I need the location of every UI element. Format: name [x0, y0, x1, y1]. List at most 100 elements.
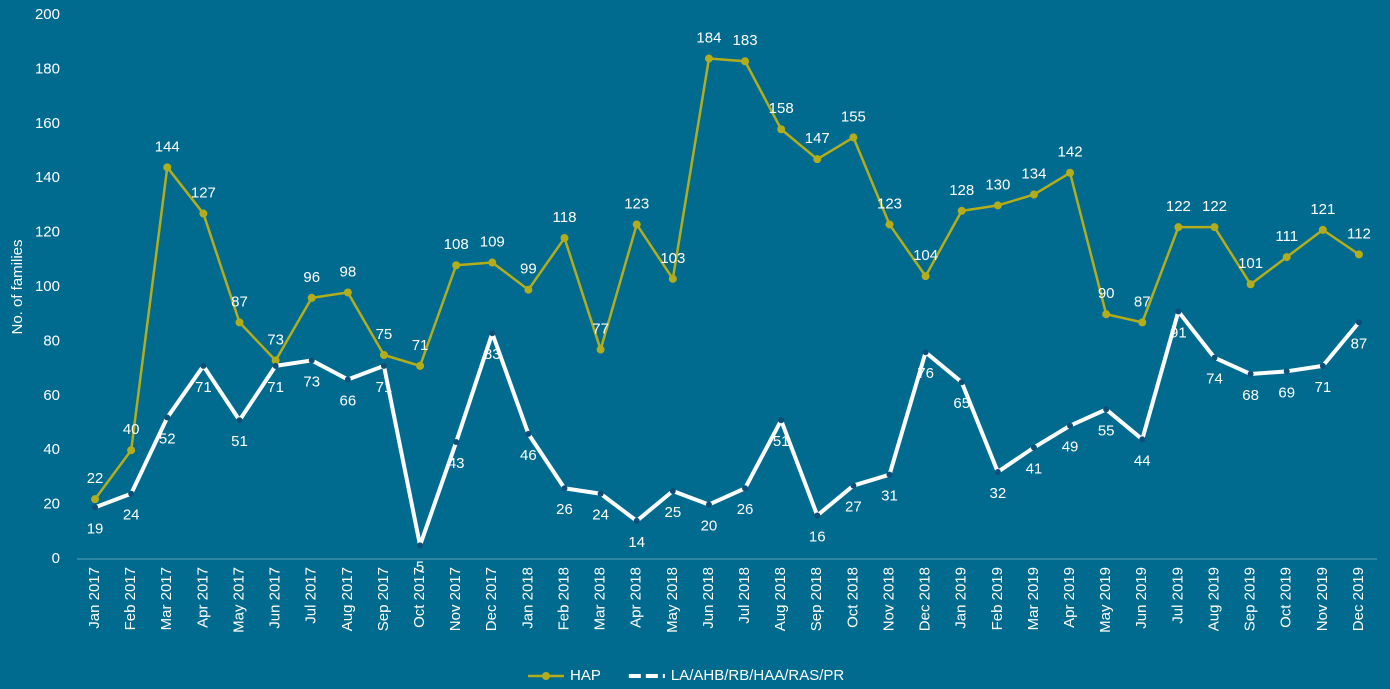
point — [1210, 223, 1219, 232]
data-label: 73 — [303, 373, 320, 390]
point — [560, 234, 569, 243]
x-tick-label: May 2018 — [664, 567, 681, 633]
data-label: 49 — [1062, 439, 1079, 456]
data-label: 44 — [1134, 452, 1151, 469]
data-label: 26 — [737, 501, 754, 518]
point — [164, 414, 171, 421]
point — [1174, 223, 1183, 232]
point — [814, 512, 821, 519]
x-tick-label: Apr 2017 — [194, 567, 211, 628]
data-label: 122 — [1166, 198, 1191, 215]
point — [1139, 436, 1146, 443]
y-tick-label: 200 — [35, 6, 60, 23]
data-label: 40 — [123, 421, 140, 438]
point — [633, 517, 640, 524]
y-tick-label: 80 — [43, 332, 60, 349]
point — [778, 417, 785, 424]
x-tick-label: Feb 2017 — [122, 567, 139, 630]
data-label: 66 — [339, 392, 356, 409]
point — [1246, 280, 1255, 289]
y-tick-label: 60 — [43, 387, 60, 404]
data-label: 74 — [1206, 371, 1223, 388]
x-tick-label: Mar 2018 — [592, 567, 609, 630]
x-tick-label: Jun 2017 — [267, 567, 284, 629]
y-axis-label: No. of families — [9, 239, 26, 334]
data-label: 65 — [953, 395, 970, 412]
data-label: 27 — [845, 499, 862, 516]
point — [1211, 354, 1218, 361]
data-label: 104 — [913, 247, 938, 264]
x-tick-label: Mar 2017 — [158, 567, 175, 630]
data-label: 112 — [1347, 225, 1371, 242]
point — [128, 490, 135, 497]
data-label: 108 — [444, 236, 469, 253]
data-label: 25 — [664, 504, 681, 521]
point — [777, 125, 786, 134]
point — [235, 318, 244, 327]
data-label: 69 — [1278, 384, 1295, 401]
x-tick-label: Nov 2019 — [1314, 567, 1331, 631]
x-tick-label: Sep 2019 — [1242, 567, 1259, 631]
x-tick-label: Jul 2018 — [736, 567, 753, 624]
data-label: 51 — [231, 433, 248, 450]
legend-label: LA/AHB/RB/HAA/RAS/PR — [671, 667, 845, 684]
data-label: 118 — [553, 209, 577, 226]
point — [524, 285, 533, 294]
y-tick-label: 20 — [43, 496, 60, 513]
x-tick-label: Oct 2017 — [411, 567, 428, 628]
y-tick-label: 40 — [43, 441, 60, 458]
data-label: 24 — [592, 507, 609, 524]
x-tick-label: Nov 2017 — [447, 567, 464, 631]
point — [91, 495, 100, 504]
point — [561, 485, 568, 492]
x-tick-label: Aug 2017 — [339, 567, 356, 631]
x-tick-label: Sep 2018 — [808, 567, 825, 631]
point — [993, 201, 1002, 210]
data-label: 71 — [195, 379, 212, 396]
point — [343, 288, 352, 297]
point — [1318, 225, 1327, 234]
point — [921, 272, 930, 281]
data-label: 90 — [1098, 285, 1115, 302]
x-tick-label: Dec 2018 — [917, 567, 934, 631]
x-tick-label: Jul 2019 — [1169, 567, 1186, 624]
point — [236, 417, 243, 424]
x-tick-label: Jul 2017 — [303, 567, 320, 624]
x-tick-label: Feb 2019 — [989, 567, 1006, 630]
point — [850, 482, 857, 489]
data-label: 19 — [87, 520, 104, 537]
data-label: 111 — [1275, 228, 1298, 245]
point — [596, 345, 605, 354]
point — [957, 206, 966, 215]
x-tick-label: Apr 2019 — [1061, 567, 1078, 628]
point — [416, 361, 425, 370]
point — [452, 261, 461, 270]
point — [271, 356, 280, 365]
x-tick-label: Apr 2018 — [628, 567, 645, 628]
x-tick-label: May 2017 — [230, 567, 247, 633]
data-label: 51 — [773, 433, 790, 450]
data-label: 41 — [1026, 460, 1043, 477]
data-label: 91 — [1170, 324, 1187, 341]
data-label: 46 — [520, 447, 537, 464]
x-tick-label: Sep 2017 — [375, 567, 392, 631]
data-label: 184 — [696, 29, 721, 46]
x-tick-label: Feb 2018 — [555, 567, 572, 630]
x-tick-label: Nov 2018 — [880, 567, 897, 631]
point — [885, 220, 894, 229]
x-tick-label: Aug 2019 — [1205, 567, 1222, 631]
data-label: 134 — [1021, 165, 1046, 182]
x-tick-label: Jan 2018 — [519, 567, 536, 629]
data-label: 147 — [805, 130, 830, 147]
y-tick-label: 100 — [35, 278, 60, 295]
legend-marker — [542, 672, 550, 680]
data-label: 128 — [949, 182, 974, 199]
y-tick-label: 120 — [35, 224, 60, 241]
point — [344, 376, 351, 383]
point — [1138, 318, 1147, 327]
point — [488, 258, 497, 267]
data-label: 130 — [985, 176, 1010, 193]
point — [1282, 253, 1291, 262]
point — [379, 351, 388, 359]
